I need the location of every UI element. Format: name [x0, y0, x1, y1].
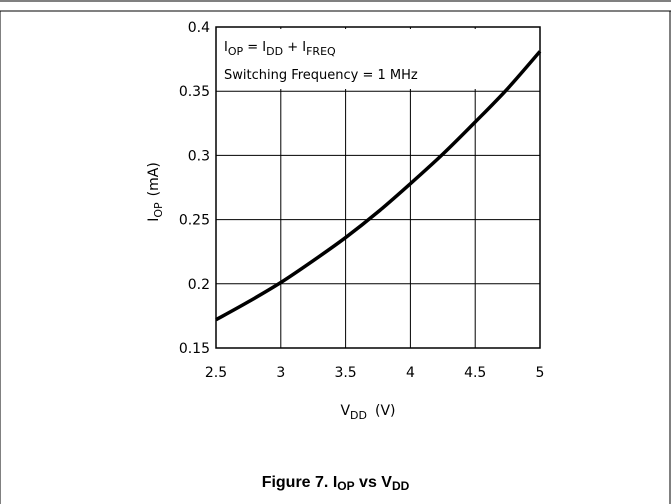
y-tick-label: 0.35 [179, 84, 210, 100]
figure-caption: Figure 7. IOP vs VDD [261, 474, 410, 493]
x-tick-label: 3 [276, 365, 285, 381]
x-tick-label: 4 [406, 365, 415, 381]
x-tick-label: 3.5 [334, 365, 356, 381]
chart: 2.5 3 3.5 4 4.5 5 0.4 0.35 0.3 0.25 0.2 0.15 IOP =… [146, 20, 545, 422]
y-tick-labels: 0.4 0.35 0.3 0.25 0.2 0.15 [179, 20, 210, 357]
y-tick-label: 0.25 [179, 213, 210, 229]
annotation-line-2: Switching Frequency = 1 MHz [224, 68, 418, 83]
y-axis-title: IOP(mA) [146, 162, 165, 222]
x-axis-title: VDD (V) [340, 403, 395, 422]
plot-frame [215, 26, 541, 349]
series-line [215, 50, 542, 322]
annotation-box [218, 29, 476, 89]
annotation-line-1: IOP = IDD + IFREQ [224, 40, 336, 58]
y-tick-label: 0.4 [188, 20, 210, 36]
y-tick-label: 0.15 [179, 341, 210, 357]
y-tick-label: 0.3 [188, 148, 210, 164]
x-tick-label: 2.5 [205, 365, 227, 381]
x-tick-label: 4.5 [464, 365, 486, 381]
x-tick-labels: 2.5 3 3.5 4 4.5 5 [205, 365, 545, 381]
x-tick-label: 5 [536, 365, 545, 381]
y-tick-label: 0.2 [188, 277, 210, 293]
